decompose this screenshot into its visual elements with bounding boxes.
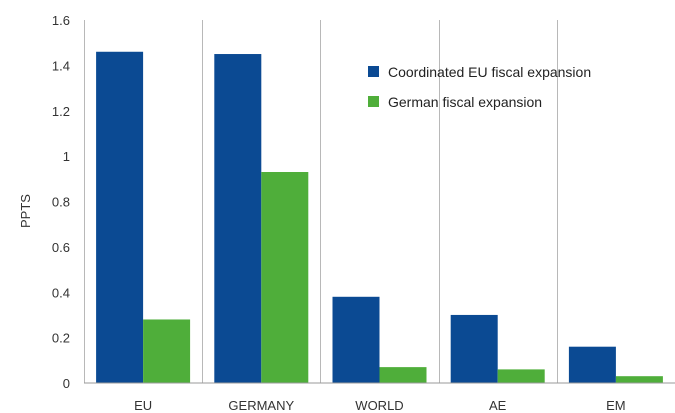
bar-coordinated-eu-fiscal-expansion-germany	[214, 54, 262, 383]
bars	[96, 51, 663, 383]
y-tick-label: 0.8	[52, 195, 70, 210]
y-tick-label: 0.4	[52, 285, 70, 300]
y-axis-title: PPTS	[18, 194, 33, 228]
bar-coordinated-eu-fiscal-expansion-ae	[450, 314, 498, 383]
legend: Coordinated EU fiscal expansion German f…	[368, 64, 591, 110]
bar-coordinated-eu-fiscal-expansion-world	[332, 296, 380, 383]
category-separators	[84, 20, 558, 383]
bar-german-fiscal-expansion-em	[615, 376, 663, 383]
y-tick-label: 1.2	[52, 104, 70, 119]
bar-coordinated-eu-fiscal-expansion-eu	[96, 51, 144, 383]
legend-label-german: German fiscal expansion	[388, 94, 542, 110]
x-tick-label: EU	[134, 398, 152, 413]
x-tick-label: WORLD	[355, 398, 403, 413]
y-tick-label: 1.6	[52, 13, 70, 28]
x-tick-label: AE	[489, 398, 507, 413]
y-axis-ticks: 0 0.2 0.4 0.6 0.8 1 1.2 1.4 1.6	[52, 13, 70, 391]
legend-swatch-coordinated-eu	[368, 66, 379, 77]
x-axis-ticks: EU GERMANY WORLD AE EM	[134, 398, 626, 413]
legend-swatch-german	[368, 96, 379, 107]
legend-label-coordinated-eu: Coordinated EU fiscal expansion	[388, 64, 591, 80]
y-tick-label: 1	[63, 149, 70, 164]
bar-german-fiscal-expansion-eu	[143, 319, 191, 383]
y-tick-label: 0.6	[52, 240, 70, 255]
y-tick-label: 0	[63, 376, 70, 391]
x-tick-label: GERMANY	[228, 398, 294, 413]
bar-german-fiscal-expansion-ae	[497, 369, 545, 383]
y-tick-label: 0.2	[52, 331, 70, 346]
bar-german-fiscal-expansion-world	[379, 367, 427, 383]
bar-coordinated-eu-fiscal-expansion-em	[568, 346, 616, 383]
x-tick-label: EM	[606, 398, 626, 413]
y-tick-label: 1.4	[52, 58, 70, 73]
bar-german-fiscal-expansion-germany	[261, 172, 309, 383]
